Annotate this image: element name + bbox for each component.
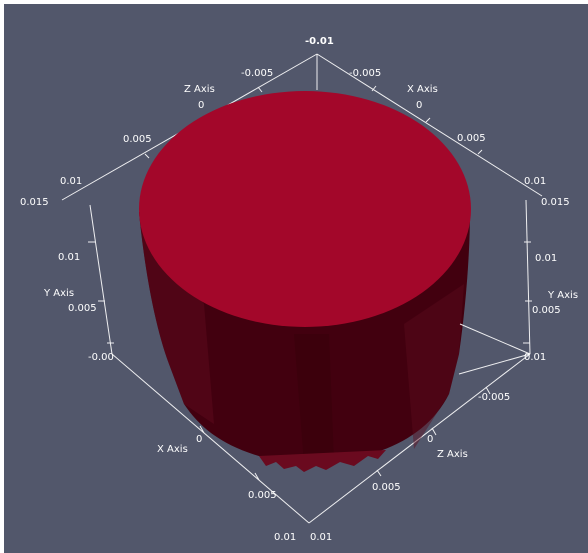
right-y-tick-2: 0.005: [532, 305, 561, 316]
right-lower-title: Z Axis: [437, 449, 468, 460]
right-lower-neg-label: -0.005: [478, 392, 510, 403]
left-lower-pos-label: 0.005: [248, 490, 277, 501]
upper-left-zero: 0: [198, 100, 204, 111]
left-lower-title: X Axis: [157, 444, 188, 455]
right-y-tick-1: 0.01: [535, 253, 557, 264]
3d-scene: -0.01 -0.005 Z Axis 0 0.005 -0.005 X Axi…: [20, 36, 578, 543]
top-tick-label: -0.01: [305, 36, 334, 47]
left-corner-label-b: 0.015: [20, 197, 49, 208]
left-y-title: Y Axis: [43, 288, 74, 299]
left-lower-zero: 0: [196, 434, 202, 445]
upper-right-neg-label: -0.005: [349, 68, 381, 79]
axis-labels: -0.01 -0.005 Z Axis 0 0.005 -0.005 X Axi…: [20, 36, 578, 543]
axes-grid-back: [61, 53, 543, 524]
left-bottom-corner-label: -0.00: [88, 352, 114, 363]
upper-left-pos-label: 0.005: [123, 134, 152, 145]
right-bottom-corner-label: 0.01: [524, 352, 546, 363]
bottom-left-label: 0.01: [274, 532, 296, 543]
cylinder-top: [139, 91, 471, 327]
upper-right-pos-label: 0.005: [457, 133, 486, 144]
right-lower-pos-label: 0.005: [372, 482, 401, 493]
left-y-tick-1: 0.01: [58, 252, 80, 263]
left-corner-label-a: 0.01: [60, 176, 82, 187]
right-corner-label-a: 0.01: [524, 176, 546, 187]
left-y-tick-2: 0.005: [68, 303, 97, 314]
right-lower-zero: 0: [427, 434, 433, 445]
upper-right-zero: 0: [416, 100, 422, 111]
right-y-title: Y Axis: [547, 290, 578, 301]
axes-grid-front: [458, 323, 531, 375]
render-viewport[interactable]: -0.01 -0.005 Z Axis 0 0.005 -0.005 X Axi…: [4, 4, 588, 553]
upper-left-title: Z Axis: [184, 84, 215, 95]
upper-right-title: X Axis: [407, 84, 438, 95]
right-corner-label-b: 0.015: [541, 197, 570, 208]
upper-left-neg-label: -0.005: [241, 68, 273, 79]
bottom-right-label: 0.01: [310, 532, 332, 543]
